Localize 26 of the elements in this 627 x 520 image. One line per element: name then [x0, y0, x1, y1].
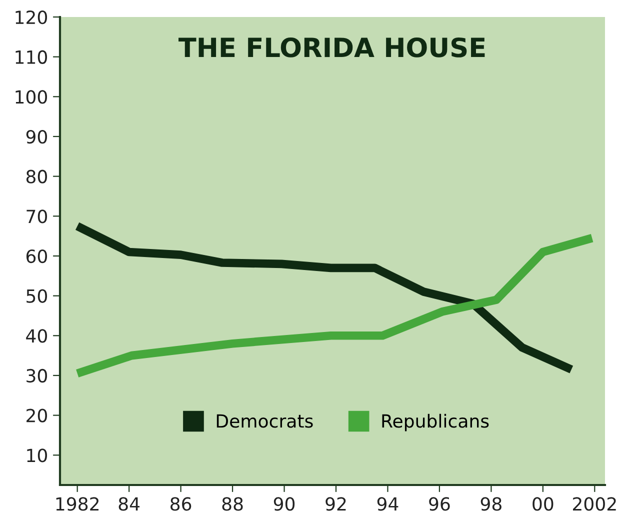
x-tick-label: 94 [377, 497, 398, 511]
x-tick-label: 88 [222, 497, 243, 511]
text: THE FLORIDA HOUSE [178, 37, 485, 58]
x-tick-label: 96 [429, 497, 450, 511]
y-tick-label: 90 [26, 130, 47, 144]
legend-label: Republicans [382, 414, 489, 432]
y-tick-label: 10 [27, 448, 47, 462]
y-tick-label: 80 [26, 170, 47, 184]
y-tick-label: 70 [26, 210, 47, 224]
y-tick-label: 30 [26, 368, 47, 383]
y-tick-label: 100 [16, 90, 47, 104]
x-tick-label: 1982 [56, 497, 98, 511]
x-tick-label: 84 [118, 497, 140, 511]
y-tick-label: 60 [26, 249, 47, 264]
y-tick-label: 40 [26, 329, 47, 343]
x-tick-label: 98 [480, 497, 502, 511]
x-tick-label: 92 [326, 497, 346, 511]
y-tick-label: 20 [26, 408, 47, 422]
y-tick-label: 110 [16, 50, 47, 64]
x-tick-label: 86 [170, 497, 192, 511]
legend-label: Democrats [216, 414, 313, 428]
x-tick-label: 90 [274, 497, 295, 511]
x-tick-label: 00 [532, 497, 554, 511]
x-tick-label: 2002 [573, 497, 616, 511]
y-tick-label: 50 [26, 289, 47, 303]
y-tick-label: 120 [16, 10, 47, 24]
